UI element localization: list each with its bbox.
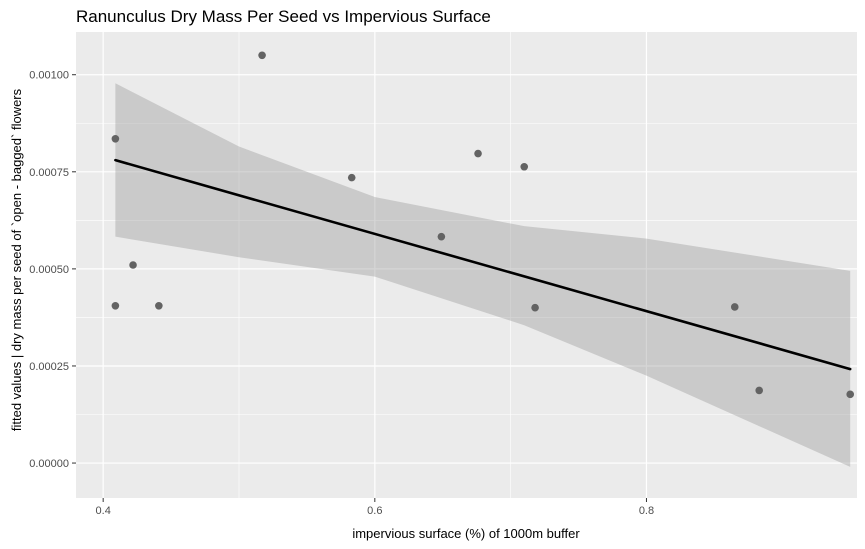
data-point <box>155 301 163 310</box>
data-point <box>531 303 539 312</box>
data-point <box>347 173 356 182</box>
y-tick-label: 0.00100 <box>29 70 69 82</box>
x-tick-label: 0.6 <box>367 505 382 517</box>
x-tick-label: 0.4 <box>96 505 111 517</box>
data-point <box>755 386 764 395</box>
grid-lines <box>76 32 857 498</box>
data-point <box>258 51 266 60</box>
data-point <box>846 390 855 399</box>
y-tick-label: 0.00000 <box>29 458 69 470</box>
y-axis-title: fitted values | dry mass per seed of `op… <box>9 88 24 431</box>
data-point <box>474 149 482 158</box>
fit-line <box>114 158 852 371</box>
y-tick-label: 0.00025 <box>29 361 69 373</box>
data-point <box>437 232 446 241</box>
y-tick-label: 0.00050 <box>29 264 69 276</box>
confidence-band <box>115 83 851 467</box>
confidence-band-layer <box>115 83 851 467</box>
data-point <box>730 303 739 311</box>
chart-title: Ranunculus Dry Mass Per Seed vs Impervio… <box>76 7 491 26</box>
fit-line-layer <box>114 158 852 371</box>
data-point <box>520 162 529 171</box>
data-point <box>111 134 120 143</box>
plot-panel <box>76 32 857 498</box>
data-point <box>129 261 137 269</box>
data-point <box>111 301 120 310</box>
data-points <box>111 51 855 399</box>
y-tick-label: 0.00075 <box>29 167 69 179</box>
x-axis-title: impervious surface (%) of 1000m buffer <box>352 526 580 541</box>
x-tick-label: 0.8 <box>639 505 654 517</box>
axes: 0.4 0.6 0.8 0.00000 0.00025 0.00050 0.00075 0.0… <box>29 70 654 517</box>
